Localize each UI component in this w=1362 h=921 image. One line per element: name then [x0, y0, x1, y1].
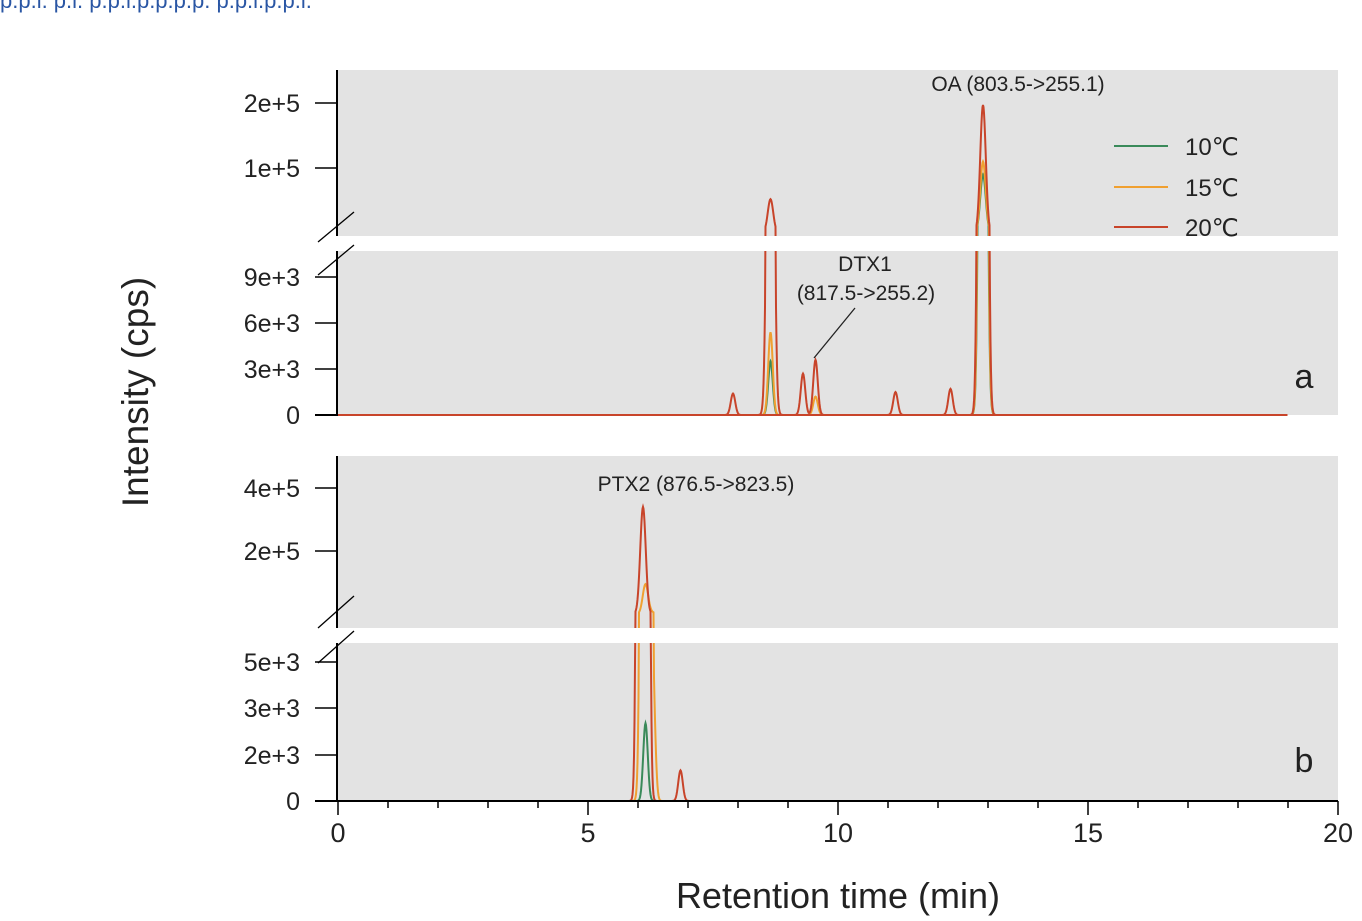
annotation-dtx1-line2: (817.5->255.2): [797, 282, 935, 305]
panel-b-break-mark-2: [317, 630, 355, 664]
y-tick-label-a-low-3: 9e+3: [244, 264, 300, 292]
x-axis-title: Retention time (min): [676, 875, 1000, 916]
y-tick-label-b-low-3: 5e+3: [244, 649, 300, 677]
y-axis-ticks: 0 3e+3 6e+3 9e+3 1e+5 2e+5 0 2e+3 3e+3 5e+3 2e+5 4e…: [244, 90, 337, 816]
panel-b-break-mark-1: [317, 595, 355, 629]
y-axis-title: Intensity (cps): [115, 277, 156, 507]
legend: 10℃ 15℃ 20℃: [1114, 134, 1239, 242]
panel-a-break-mark-1: [317, 211, 355, 243]
y-tick-label-a-low-0: 0: [286, 402, 300, 430]
legend-label-20: 20℃: [1185, 215, 1239, 242]
legend-label-15: 15℃: [1185, 175, 1239, 202]
x-axis-ticks: 0 5 10 15 20: [330, 801, 1353, 848]
y-tick-label-b-up-0: 2e+5: [244, 538, 300, 566]
y-tick-label-b-low-0: 0: [286, 788, 300, 816]
legend-label-10: 10℃: [1185, 134, 1239, 161]
panel-b-break-gap: [338, 628, 1338, 643]
x-tick-label-0: 0: [330, 818, 345, 848]
annotation-ptx2: PTX2 (876.5->823.5): [598, 473, 795, 496]
y-tick-label-b-low-1: 2e+3: [244, 742, 300, 770]
x-tick-label-15: 15: [1073, 818, 1103, 848]
panel-label-b: b: [1295, 742, 1314, 780]
panel-a-break-gap: [338, 236, 1338, 251]
y-tick-label-b-low-2: 3e+3: [244, 695, 300, 723]
annotation-oa: OA (803.5->255.1): [931, 73, 1104, 96]
x-tick-label-20: 20: [1323, 818, 1353, 848]
y-tick-label-a-low-2: 6e+3: [244, 310, 300, 338]
panel-a-break-mark-2: [317, 244, 355, 276]
y-tick-label-b-up-1: 4e+5: [244, 475, 300, 503]
y-tick-label-a-low-1: 3e+3: [244, 356, 300, 384]
annotation-dtx1-leader: [813, 307, 856, 359]
y-tick-label-a-up-1: 2e+5: [244, 90, 300, 118]
header-snippet: p.p.l. p.l. p.p.l.p.p.p.p. p.p.l.p.p.l.: [0, 0, 1362, 14]
x-tick-label-5: 5: [580, 818, 595, 848]
y-tick-label-a-up-0: 1e+5: [244, 155, 300, 183]
annotation-dtx1-line1: DTX1: [838, 253, 892, 276]
panel-label-a: a: [1295, 358, 1314, 396]
header-snippet-text: p.p.l. p.l. p.p.l.p.p.p.p. p.p.l.p.p.l.: [0, 0, 312, 13]
x-tick-label-10: 10: [823, 818, 853, 848]
